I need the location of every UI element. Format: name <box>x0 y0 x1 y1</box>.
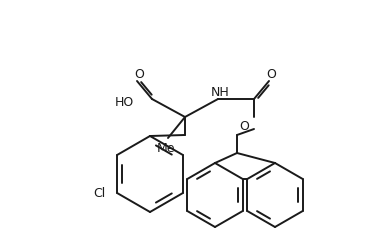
Text: HO: HO <box>115 96 134 109</box>
Text: NH: NH <box>211 85 229 98</box>
Text: Me: Me <box>157 141 175 154</box>
Text: Cl: Cl <box>93 187 105 200</box>
Text: O: O <box>239 119 249 132</box>
Text: O: O <box>134 67 144 80</box>
Text: O: O <box>266 67 276 80</box>
